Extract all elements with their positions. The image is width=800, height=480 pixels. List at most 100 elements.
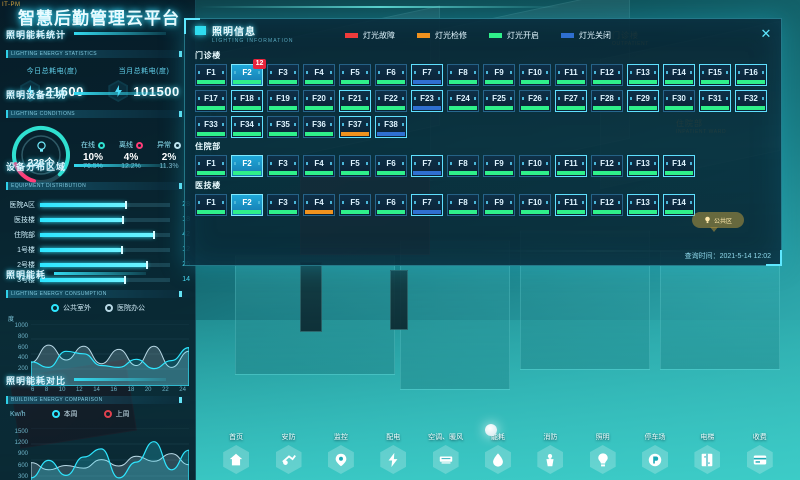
floor-cell[interactable]: F6 <box>375 64 407 86</box>
floor-cell[interactable]: F37 <box>339 116 371 138</box>
floor-cell[interactable]: F10 <box>519 155 551 177</box>
floor-cell[interactable]: F2 <box>231 194 263 216</box>
floor-cell[interactable]: F12 <box>591 64 623 86</box>
section-end-marker <box>179 397 182 403</box>
floor-cell[interactable]: F12 <box>591 194 623 216</box>
floor-cell[interactable]: F11 <box>555 155 587 177</box>
nav-item-payment[interactable]: 收费 <box>736 432 784 474</box>
floor-cell[interactable]: F9 <box>483 155 515 177</box>
floor-cell[interactable]: F2 <box>231 155 263 177</box>
floor-cell[interactable]: F14 <box>663 64 695 86</box>
floor-cell[interactable]: F4 <box>303 155 335 177</box>
nav-item-bulb[interactable]: 照明 <box>579 432 627 474</box>
floor-cell[interactable]: F23 <box>411 90 443 112</box>
parking-icon[interactable] <box>642 445 669 474</box>
ac-icon[interactable] <box>432 445 459 474</box>
floor-cell[interactable]: F36 <box>303 116 335 138</box>
floor-cell[interactable]: F3 <box>267 64 299 86</box>
floor-cell[interactable]: F7 <box>411 155 443 177</box>
legend-item[interactable]: 灯光开启 <box>489 30 539 41</box>
legend-item[interactable]: 上周 <box>103 409 130 419</box>
floor-cell[interactable]: F38 <box>375 116 407 138</box>
energy-icon[interactable] <box>484 445 511 474</box>
floor-cell[interactable]: F13 <box>627 194 659 216</box>
floor-cell[interactable]: F3 <box>267 155 299 177</box>
floor-cell[interactable]: F10 <box>519 194 551 216</box>
floor-cell[interactable]: F6 <box>375 155 407 177</box>
floor-cell[interactable]: F26 <box>519 90 551 112</box>
floor-cell[interactable]: F5 <box>339 155 371 177</box>
floor-cell[interactable]: F1 <box>195 64 227 86</box>
payment-icon[interactable] <box>746 445 773 474</box>
floor-cell[interactable]: F6 <box>375 194 407 216</box>
floor-cell[interactable]: F3 <box>267 194 299 216</box>
nav-item-monitor[interactable]: 监控 <box>317 432 365 474</box>
nav-item-elevator[interactable]: 电梯 <box>683 432 731 474</box>
floor-cell[interactable]: F20 <box>303 90 335 112</box>
fire-icon[interactable] <box>537 445 564 474</box>
floor-cell[interactable]: F19 <box>267 90 299 112</box>
floor-cell[interactable]: F14 <box>663 194 695 216</box>
floor-cell[interactable]: F13 <box>627 64 659 86</box>
floor-cell[interactable]: F4 <box>303 64 335 86</box>
floor-cell[interactable]: F15 <box>699 64 731 86</box>
floor-cell[interactable]: F1 <box>195 194 227 216</box>
home-icon[interactable] <box>223 445 250 474</box>
camera-icon[interactable] <box>275 445 302 474</box>
floor-cell[interactable]: F22 <box>375 90 407 112</box>
floor-cell[interactable]: F8 <box>447 194 479 216</box>
legend-item[interactable]: 灯光故障 <box>345 30 395 41</box>
floor-cell[interactable]: F35 <box>267 116 299 138</box>
floor-cell[interactable]: F9 <box>483 194 515 216</box>
close-icon[interactable]: ✕ <box>760 26 772 41</box>
floor-cell[interactable]: F34 <box>231 116 263 138</box>
floor-cell[interactable]: F30 <box>663 90 695 112</box>
floor-cell[interactable]: F16 <box>735 64 767 86</box>
floor-cell[interactable]: F12 <box>591 155 623 177</box>
monitor-icon[interactable] <box>327 445 354 474</box>
legend-item[interactable]: 灯光检修 <box>417 30 467 41</box>
floor-cell[interactable]: F21 <box>339 90 371 112</box>
legend-item[interactable]: 灯光关闭 <box>561 30 611 41</box>
floor-cell[interactable]: F13 <box>627 155 659 177</box>
floor-cell[interactable]: F18 <box>231 90 263 112</box>
floor-cell[interactable]: F2 12 <box>231 59 266 86</box>
floor-cell[interactable]: F1 <box>195 155 227 177</box>
chart-legend: 公共室外 医院办公 <box>6 303 190 313</box>
section-energy-statistics: 照明能耗统计 LIGHTING ENERGY STATISTICS 今日总耗电(… <box>6 28 190 102</box>
floor-cell[interactable]: F8 <box>447 64 479 86</box>
floor-cell[interactable]: F29 <box>627 90 659 112</box>
elevator-icon[interactable] <box>694 445 721 474</box>
legend-item[interactable]: 公共室外 <box>51 303 91 313</box>
bulb-icon[interactable] <box>589 445 616 474</box>
floor-cell[interactable]: F10 <box>519 64 551 86</box>
floor-cell[interactable]: F4 <box>303 194 335 216</box>
floor-cell[interactable]: F24 <box>447 90 479 112</box>
nav-item-camera[interactable]: 安防 <box>265 432 313 474</box>
floor-cell[interactable]: F33 <box>195 116 227 138</box>
floor-cell[interactable]: F14 <box>663 155 695 177</box>
floor-cell[interactable]: F11 <box>555 64 587 86</box>
nav-item-fire[interactable]: 消防 <box>526 432 574 474</box>
nav-item-ac[interactable]: 空调、暖风 <box>422 432 470 474</box>
floor-cell[interactable]: F8 <box>447 155 479 177</box>
nav-item-bolt[interactable]: 配电 <box>369 432 417 474</box>
floor-cell[interactable]: F28 <box>591 90 623 112</box>
floor-cell[interactable]: F25 <box>483 90 515 112</box>
floor-cell[interactable]: F11 <box>555 194 587 216</box>
bolt-icon[interactable] <box>380 445 407 474</box>
floor-cell[interactable]: F32 <box>735 90 767 112</box>
floor-cell[interactable]: F31 <box>699 90 731 112</box>
floor-cell[interactable]: F5 <box>339 194 371 216</box>
nav-item-parking[interactable]: 停车场 <box>631 432 679 474</box>
legend-item[interactable]: 医院办公 <box>105 303 145 313</box>
floor-cell[interactable]: F27 <box>555 90 587 112</box>
floor-cell[interactable]: F9 <box>483 64 515 86</box>
nav-item-energy[interactable]: 能耗 <box>474 432 522 474</box>
floor-cell[interactable]: F17 <box>195 90 227 112</box>
legend-item[interactable]: 本周 <box>51 409 78 419</box>
floor-cell[interactable]: F5 <box>339 64 371 86</box>
nav-item-home[interactable]: 首页 <box>212 432 260 474</box>
floor-cell[interactable]: F7 <box>411 64 443 86</box>
floor-cell[interactable]: F7 <box>411 194 443 216</box>
